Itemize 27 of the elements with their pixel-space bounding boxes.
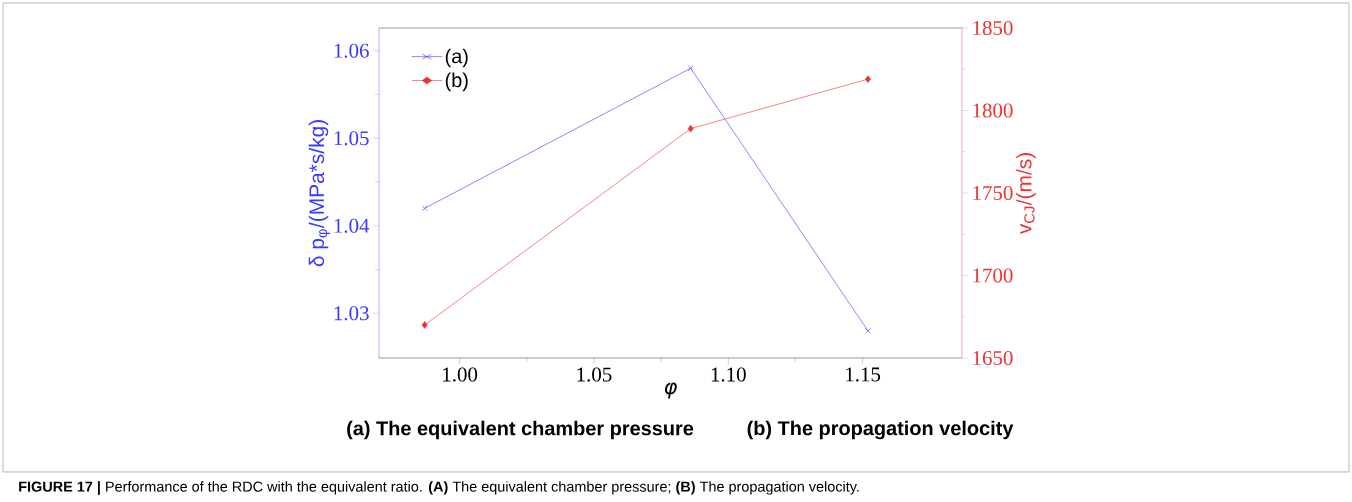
y2-tick-label: 1800 bbox=[973, 103, 1013, 118]
text: FIGURE 17 | Performance of the RDC with the equivalent ratio. (A) The equivalent chamber pressure; (B) The propagation velocity. bbox=[19, 481, 859, 495]
x-tick-label: 1.00 bbox=[443, 367, 478, 382]
y-tick-label: 1.06 bbox=[334, 43, 369, 58]
y-tick-label: 1.03 bbox=[334, 306, 369, 321]
y-tick-label: 1.05 bbox=[334, 131, 369, 146]
y2-tick-label: 1750 bbox=[973, 185, 1013, 201]
y-tick-label: 1.04 bbox=[334, 218, 370, 233]
y2-tick-label: 1850 bbox=[973, 20, 1013, 36]
point bbox=[865, 328, 871, 334]
x-axis-title: φ bbox=[664, 382, 677, 399]
y-axis-title: δ p$_{φ}$/(MPa*s/kg) bbox=[308, 120, 331, 267]
point bbox=[687, 65, 694, 72]
point bbox=[687, 124, 694, 133]
x-tick-label: 1.05 bbox=[577, 367, 612, 382]
point bbox=[421, 321, 428, 329]
point bbox=[865, 75, 871, 83]
point bbox=[421, 205, 428, 212]
x-tick-label: 1.10 bbox=[711, 367, 746, 382]
legend-label: (a) bbox=[445, 48, 468, 68]
x-tick-label: 1.15 bbox=[846, 367, 881, 382]
y2-tick-label: 1700 bbox=[973, 268, 1013, 283]
text: (b) The propagation velocity bbox=[747, 420, 1014, 440]
y2-axis-title: v$_{CJ}$/(m/s) bbox=[1016, 153, 1036, 235]
y2-tick-label: 1650 bbox=[973, 350, 1013, 366]
legend-label: (b) bbox=[445, 72, 468, 92]
text: (a) The equivalent chamber pressure bbox=[347, 420, 694, 440]
